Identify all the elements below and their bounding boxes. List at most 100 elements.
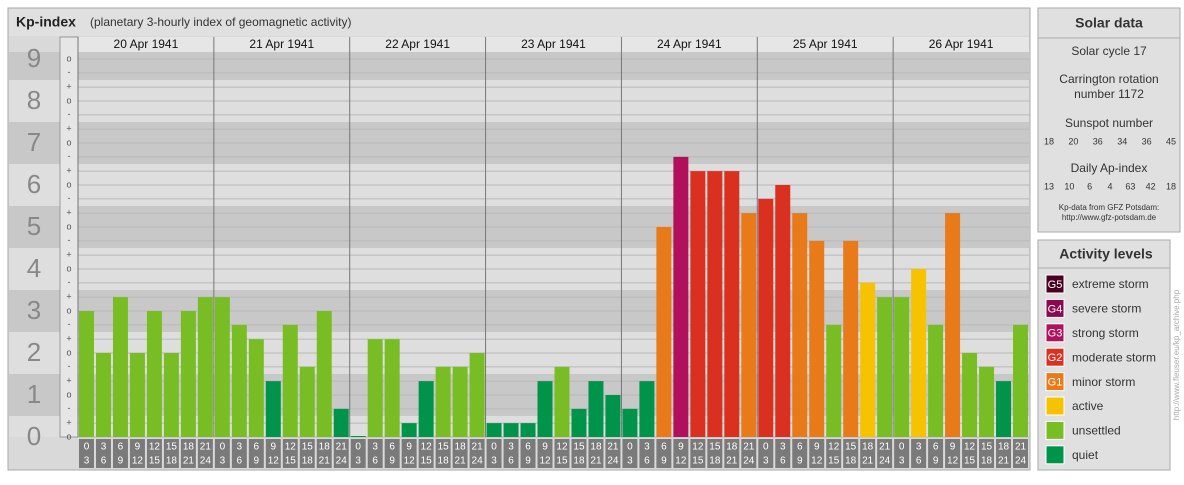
hour-cell [520, 439, 536, 468]
hour-cell [79, 439, 94, 468]
kp-bar [350, 436, 366, 437]
solar-title: Solar data [1075, 15, 1143, 31]
minor-tick-label: - [68, 361, 71, 371]
y-tick-label: 0 [27, 421, 41, 451]
solar-value: 20 [1068, 136, 1078, 146]
y-tick-label: 9 [27, 43, 41, 73]
hour-start: 0 [899, 442, 905, 453]
day-label: 24 Apr 1941 [657, 37, 722, 51]
legend-title: Activity levels [1059, 246, 1153, 262]
kp-bar [316, 311, 332, 437]
hour-end: 12 [947, 456, 959, 467]
kp-bar [520, 423, 536, 437]
minor-tick-label: - [68, 277, 71, 287]
hour-cell [316, 439, 332, 468]
hour-cell [979, 439, 995, 468]
hour-end: 6 [101, 456, 107, 467]
sunspot-title: Sunspot number [1065, 116, 1153, 130]
hour-cell [180, 439, 196, 468]
hour-start: 21 [743, 442, 755, 453]
minor-tick-label: - [68, 319, 71, 329]
kp-bar [282, 324, 298, 437]
kp-bar [435, 366, 451, 437]
legend-label: unsettled [1072, 424, 1121, 438]
kp-bar [163, 353, 179, 437]
kp-bar [707, 171, 723, 437]
hour-start: 0 [355, 442, 361, 453]
hour-end: 18 [302, 456, 314, 467]
hour-start: 3 [508, 442, 514, 453]
hour-cell [503, 439, 519, 468]
hour-cell [996, 439, 1012, 468]
hour-end: 9 [661, 456, 667, 467]
y-tick-label: 2 [27, 337, 41, 367]
hour-cell [945, 439, 961, 468]
kp-bar [622, 408, 638, 437]
solar-panel [1037, 7, 1181, 233]
y-tick-label: 4 [27, 253, 41, 283]
solar-value: 10 [1064, 181, 1074, 191]
hour-end: 18 [573, 456, 585, 467]
hour-end: 18 [166, 456, 178, 467]
hour-start: 15 [573, 442, 585, 453]
legend-badge: G1 [1048, 377, 1063, 389]
minor-tick-label: + [66, 418, 71, 428]
solar-value: 63 [1125, 181, 1135, 191]
hour-start: 12 [421, 442, 433, 453]
solar-value: 18 [1166, 181, 1176, 191]
hour-start: 12 [556, 442, 568, 453]
minor-tick-label: - [68, 403, 71, 413]
hour-cell [486, 439, 502, 468]
kp-bar [843, 240, 859, 437]
ap-title: Daily Ap-index [1071, 161, 1148, 175]
hour-cell [554, 439, 570, 468]
hour-cell [622, 439, 638, 468]
minor-tick-label: - [68, 235, 71, 245]
day-label: 25 Apr 1941 [793, 37, 858, 51]
kp-bar [877, 297, 893, 437]
hour-end: 9 [525, 456, 531, 467]
hour-cell [724, 439, 740, 468]
hour-end: 21 [862, 456, 874, 467]
kp-bar [180, 311, 196, 437]
hour-end: 12 [675, 456, 687, 467]
hour-start: 15 [302, 442, 314, 453]
minor-tick-label: o [66, 263, 71, 273]
hour-start: 12 [964, 442, 976, 453]
legend-swatch [1045, 396, 1065, 416]
hour-cell [588, 439, 604, 468]
hour-cell [741, 439, 757, 468]
kp-bar [401, 423, 417, 437]
minor-tick-label: o [66, 179, 71, 189]
chart-title: Kp-index [16, 14, 76, 30]
hour-end: 6 [508, 456, 514, 467]
hour-end: 3 [763, 456, 769, 467]
kp-bar [197, 297, 213, 437]
minor-tick-label: o [66, 95, 71, 105]
kp-bar [214, 297, 230, 437]
minor-tick-label: + [66, 208, 71, 218]
hour-end: 24 [879, 456, 891, 467]
hour-end: 3 [220, 456, 226, 467]
hour-cell [231, 439, 247, 468]
hour-end: 24 [743, 456, 755, 467]
hour-cell [537, 439, 553, 468]
hour-end: 12 [539, 456, 551, 467]
carrington: Carrington rotation number 1172 [1059, 72, 1159, 101]
hour-start: 3 [372, 442, 378, 453]
minor-tick-label: + [66, 250, 71, 260]
hour-end: 12 [811, 456, 823, 467]
hour-start: 15 [709, 442, 721, 453]
hour-start: 18 [590, 442, 602, 453]
hour-end: 18 [981, 456, 993, 467]
minor-tick-label: - [68, 109, 71, 119]
hour-cell [911, 439, 927, 468]
hour-cell [928, 439, 944, 468]
hour-end: 18 [709, 456, 721, 467]
hour-start: 9 [814, 442, 820, 453]
kp-bar [775, 185, 791, 437]
hour-end: 21 [726, 456, 738, 467]
hour-end: 6 [916, 456, 922, 467]
hour-cell [809, 439, 825, 468]
